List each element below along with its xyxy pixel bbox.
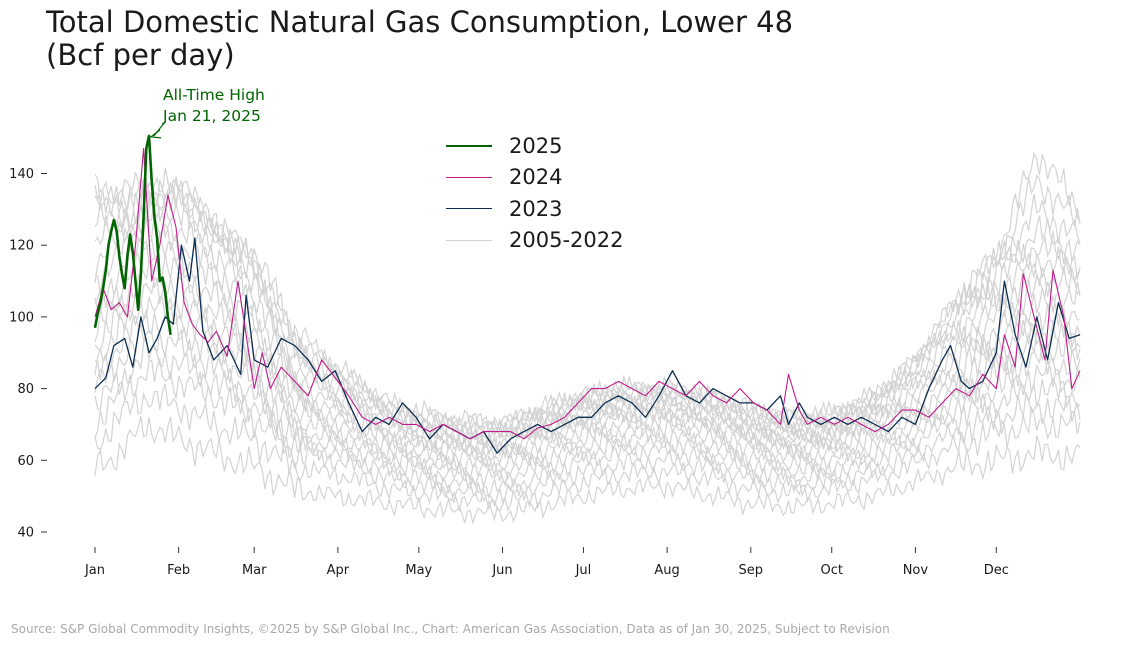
legend-label: 2005-2022 (509, 228, 624, 253)
all-time-high-annotation: All-Time High Jan 21, 2025 (163, 85, 265, 127)
annotation-line2: Jan 21, 2025 (163, 107, 261, 125)
x-tick-label-apr: Apr (327, 563, 350, 578)
x-tick-label-jun: Jun (491, 563, 512, 578)
chart-title: Total Domestic Natural Gas Consumption, … (46, 6, 793, 72)
source-note: Source: S&P Global Commodity Insights, ©… (11, 622, 890, 636)
y-tick-label: 80 (17, 382, 34, 397)
legend-swatch (446, 176, 492, 178)
chart-canvas: 40 60 80 100 120 140 Jan Feb Mar Apr May Jun Jul Aug… (9, 121, 1081, 578)
series-2005-2022-line-18 (94, 151, 1081, 434)
x-tick-label-nov: Nov (903, 563, 929, 578)
chart-title-line1: Total Domestic Natural Gas Consumption, … (46, 5, 794, 39)
legend-label: 2024 (509, 165, 563, 190)
x-tick-label-feb: Feb (167, 563, 190, 578)
y-tick-label: 60 (17, 454, 34, 469)
x-tick-label-jan: Jan (84, 563, 105, 578)
x-tick-label-jul: Jul (575, 563, 592, 578)
series-2005-2022-line-10 (94, 240, 1081, 460)
series-2005-2022-line-2 (94, 383, 1081, 513)
y-tick-label: 120 (9, 239, 34, 254)
x-tick-label-aug: Aug (654, 563, 679, 578)
legend-item-2005-2022: 2005-2022 (446, 225, 623, 257)
legend-item-2025: 2025 (446, 130, 623, 162)
series-2023-line (94, 237, 1081, 454)
legend-swatch (446, 239, 492, 241)
x-tick-label-oct: Oct (820, 563, 842, 578)
y-tick-label: 140 (9, 167, 34, 182)
y-axis: 40 60 80 100 120 140 (9, 167, 47, 541)
legend-swatch (446, 208, 492, 210)
chart-legend: 2025 2024 2023 2005-2022 (446, 130, 623, 256)
series-2025-line (93, 134, 172, 335)
legend-item-2024: 2024 (446, 162, 623, 194)
main-series-group (93, 134, 1081, 454)
series-2024-line (94, 147, 1081, 440)
annotation-arrow-head (149, 129, 162, 139)
y-tick-label: 100 (9, 310, 34, 325)
chart-title-line2: (Bcf per day) (46, 38, 235, 72)
x-axis: Jan Feb Mar Apr May Jun Jul Aug Sep Oct Nov Dec (84, 547, 1009, 578)
x-tick-label-may: May (405, 563, 432, 578)
legend-swatch (446, 144, 492, 147)
x-tick-label-dec: Dec (984, 563, 1009, 578)
annotation-line1: All-Time High (163, 86, 265, 104)
legend-item-2023: 2023 (446, 193, 623, 225)
x-tick-label-mar: Mar (242, 563, 267, 578)
legend-label: 2025 (509, 133, 563, 158)
legend-label: 2023 (509, 196, 563, 221)
annotation-arrow-group (149, 121, 166, 139)
y-tick-label: 40 (17, 526, 34, 541)
x-tick-label-sep: Sep (739, 563, 764, 578)
series-2005-2022-line-3 (94, 357, 1081, 508)
series-2005-2022-line-4 (94, 337, 1081, 499)
